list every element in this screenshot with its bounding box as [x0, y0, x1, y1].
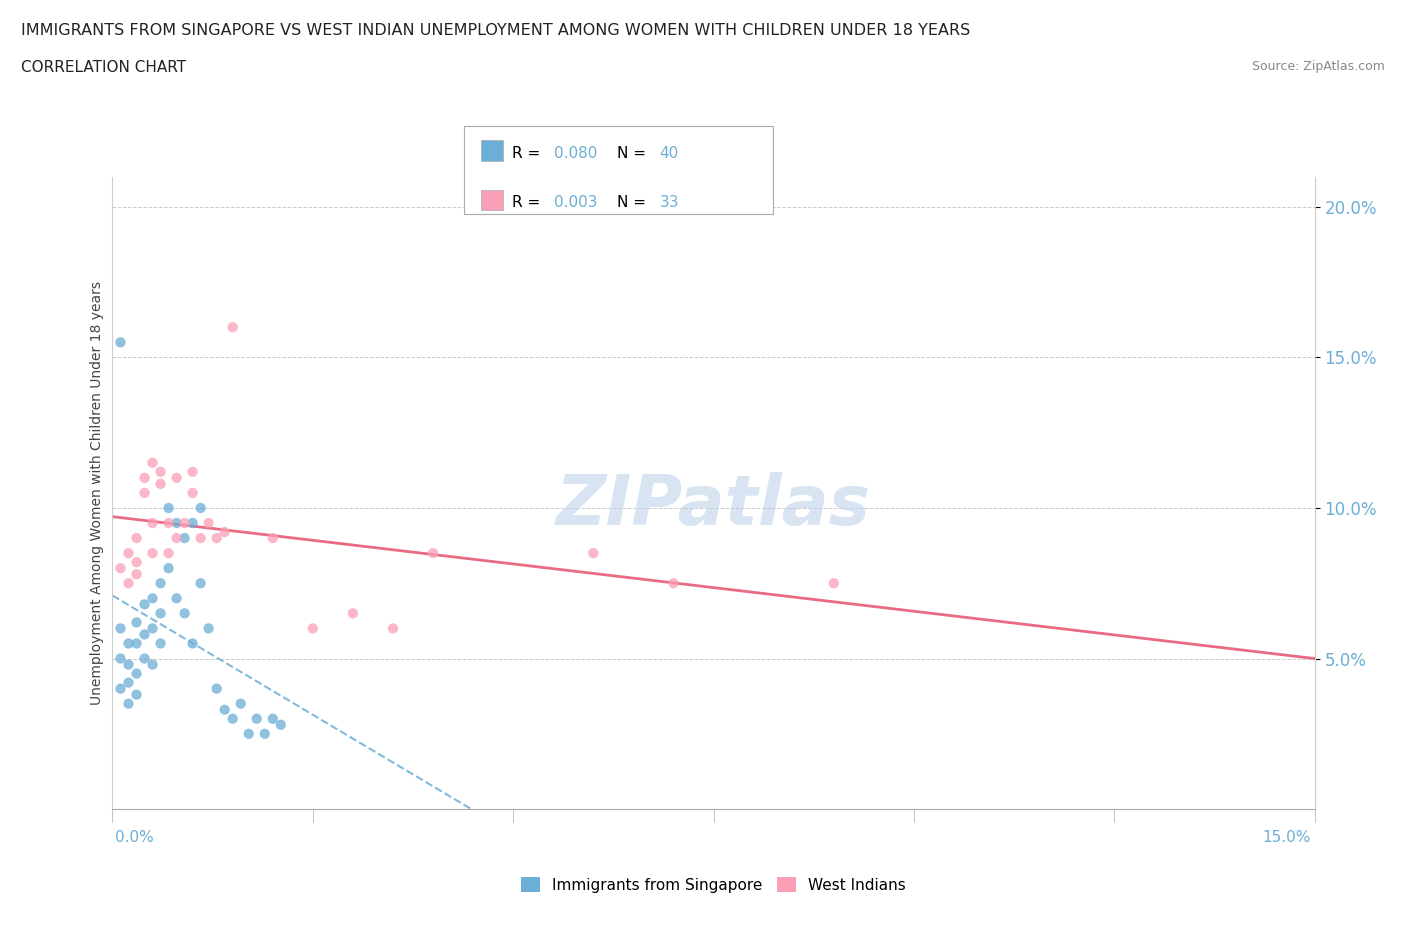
Point: [262, 711, 284, 726]
Text: 40: 40: [659, 146, 679, 161]
Point: [253, 726, 276, 741]
Text: 15.0%: 15.0%: [1263, 830, 1310, 844]
Point: [181, 464, 204, 479]
Point: [141, 658, 163, 672]
Point: [214, 702, 236, 717]
Point: [302, 621, 325, 636]
Point: [222, 320, 245, 335]
Point: [141, 591, 163, 605]
Point: [181, 485, 204, 500]
Point: [190, 500, 212, 515]
Point: [166, 591, 188, 605]
Point: [166, 471, 188, 485]
Point: [205, 531, 228, 546]
Point: [134, 627, 156, 642]
Point: [166, 531, 188, 546]
Point: [166, 515, 188, 530]
Legend: Immigrants from Singapore, West Indians: Immigrants from Singapore, West Indians: [515, 870, 912, 898]
Point: [262, 531, 284, 546]
Text: 0.080: 0.080: [554, 146, 598, 161]
Point: [157, 546, 180, 561]
Point: [125, 531, 148, 546]
Point: [125, 636, 148, 651]
Point: [149, 476, 172, 491]
Text: ZIPatlas: ZIPatlas: [555, 472, 872, 539]
Text: N =: N =: [617, 195, 651, 210]
Point: [238, 726, 260, 741]
Point: [110, 621, 132, 636]
Text: 33: 33: [659, 195, 679, 210]
Point: [149, 606, 172, 621]
Point: [134, 651, 156, 666]
Y-axis label: Unemployment Among Women with Children Under 18 years: Unemployment Among Women with Children U…: [90, 281, 104, 705]
Point: [134, 485, 156, 500]
Point: [382, 621, 405, 636]
Text: 0.003: 0.003: [554, 195, 598, 210]
Point: [181, 515, 204, 530]
Point: [157, 515, 180, 530]
Point: [823, 576, 845, 591]
Point: [342, 606, 364, 621]
Point: [117, 546, 139, 561]
Point: [117, 576, 139, 591]
Point: [246, 711, 269, 726]
Point: [229, 697, 252, 711]
Point: [117, 636, 139, 651]
Point: [110, 335, 132, 350]
Point: [149, 576, 172, 591]
Point: [173, 606, 195, 621]
Text: Source: ZipAtlas.com: Source: ZipAtlas.com: [1251, 60, 1385, 73]
Text: CORRELATION CHART: CORRELATION CHART: [21, 60, 186, 75]
Point: [582, 546, 605, 561]
Point: [117, 697, 139, 711]
Point: [157, 500, 180, 515]
Point: [110, 561, 132, 576]
Point: [190, 576, 212, 591]
Point: [125, 566, 148, 581]
Point: [117, 675, 139, 690]
Text: IMMIGRANTS FROM SINGAPORE VS WEST INDIAN UNEMPLOYMENT AMONG WOMEN WITH CHILDREN : IMMIGRANTS FROM SINGAPORE VS WEST INDIAN…: [21, 23, 970, 38]
Text: R =: R =: [512, 195, 546, 210]
Point: [190, 531, 212, 546]
Point: [141, 515, 163, 530]
Point: [149, 636, 172, 651]
Point: [214, 525, 236, 539]
Point: [125, 687, 148, 702]
Point: [125, 666, 148, 681]
Point: [110, 651, 132, 666]
Point: [141, 456, 163, 471]
Point: [141, 621, 163, 636]
Point: [181, 636, 204, 651]
Point: [173, 531, 195, 546]
Point: [662, 576, 685, 591]
Point: [110, 681, 132, 696]
Point: [270, 717, 292, 732]
Point: [197, 621, 219, 636]
Point: [117, 658, 139, 672]
Text: N =: N =: [617, 146, 651, 161]
Point: [125, 554, 148, 569]
Point: [134, 597, 156, 612]
Text: 0.0%: 0.0%: [115, 830, 155, 844]
Point: [157, 561, 180, 576]
Text: R =: R =: [512, 146, 546, 161]
Point: [125, 615, 148, 630]
Point: [141, 546, 163, 561]
Point: [422, 546, 444, 561]
Point: [149, 464, 172, 479]
Point: [205, 681, 228, 696]
Point: [197, 515, 219, 530]
Point: [173, 515, 195, 530]
Point: [134, 471, 156, 485]
Point: [222, 711, 245, 726]
